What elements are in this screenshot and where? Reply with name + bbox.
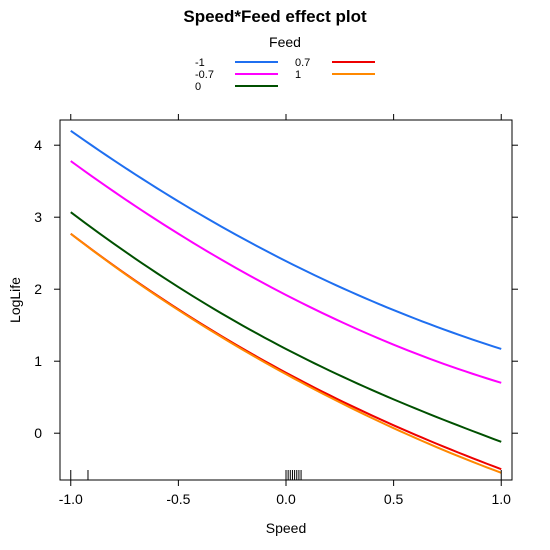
y-tick-label: 1 xyxy=(34,353,42,369)
legend-label: -0.7 xyxy=(195,69,214,81)
legend-label: 0 xyxy=(195,81,201,93)
x-tick-label: -0.5 xyxy=(166,491,190,507)
legend-label: -1 xyxy=(195,57,205,69)
series-lines xyxy=(70,129,502,474)
legend-title: Feed xyxy=(269,34,301,50)
y-axis-label: LogLife xyxy=(7,277,23,323)
series-line-feed--0.7 xyxy=(70,160,502,384)
x-tick-label: 0.5 xyxy=(384,491,404,507)
series-line-feed--1 xyxy=(70,129,502,350)
chart-title: Speed*Feed effect plot xyxy=(183,7,367,26)
x-tick-label: 1.0 xyxy=(492,491,512,507)
y-tick-label: 2 xyxy=(34,281,42,297)
legend-label: 1 xyxy=(295,69,301,81)
series-line-feed-0 xyxy=(70,211,502,443)
y-tick-label: 0 xyxy=(34,425,42,441)
y-tick-label: 4 xyxy=(34,137,42,153)
axis-ticks: -1.0 -0.5 0.0 0.5 1.0 0 1 2 3 4 xyxy=(34,114,518,507)
x-tick-label: 0.0 xyxy=(276,491,296,507)
rug-marks xyxy=(70,470,502,480)
series-line-feed-0.7 xyxy=(70,232,502,471)
legend-label: 0.7 xyxy=(295,57,310,69)
legend: -1-0.70 0.71 xyxy=(195,57,375,93)
series-line-feed-1 xyxy=(70,232,502,474)
x-axis-label: Speed xyxy=(266,520,306,536)
plot-frame xyxy=(59,119,513,481)
y-tick-label: 3 xyxy=(34,209,42,225)
x-tick-label: -1.0 xyxy=(59,491,83,507)
